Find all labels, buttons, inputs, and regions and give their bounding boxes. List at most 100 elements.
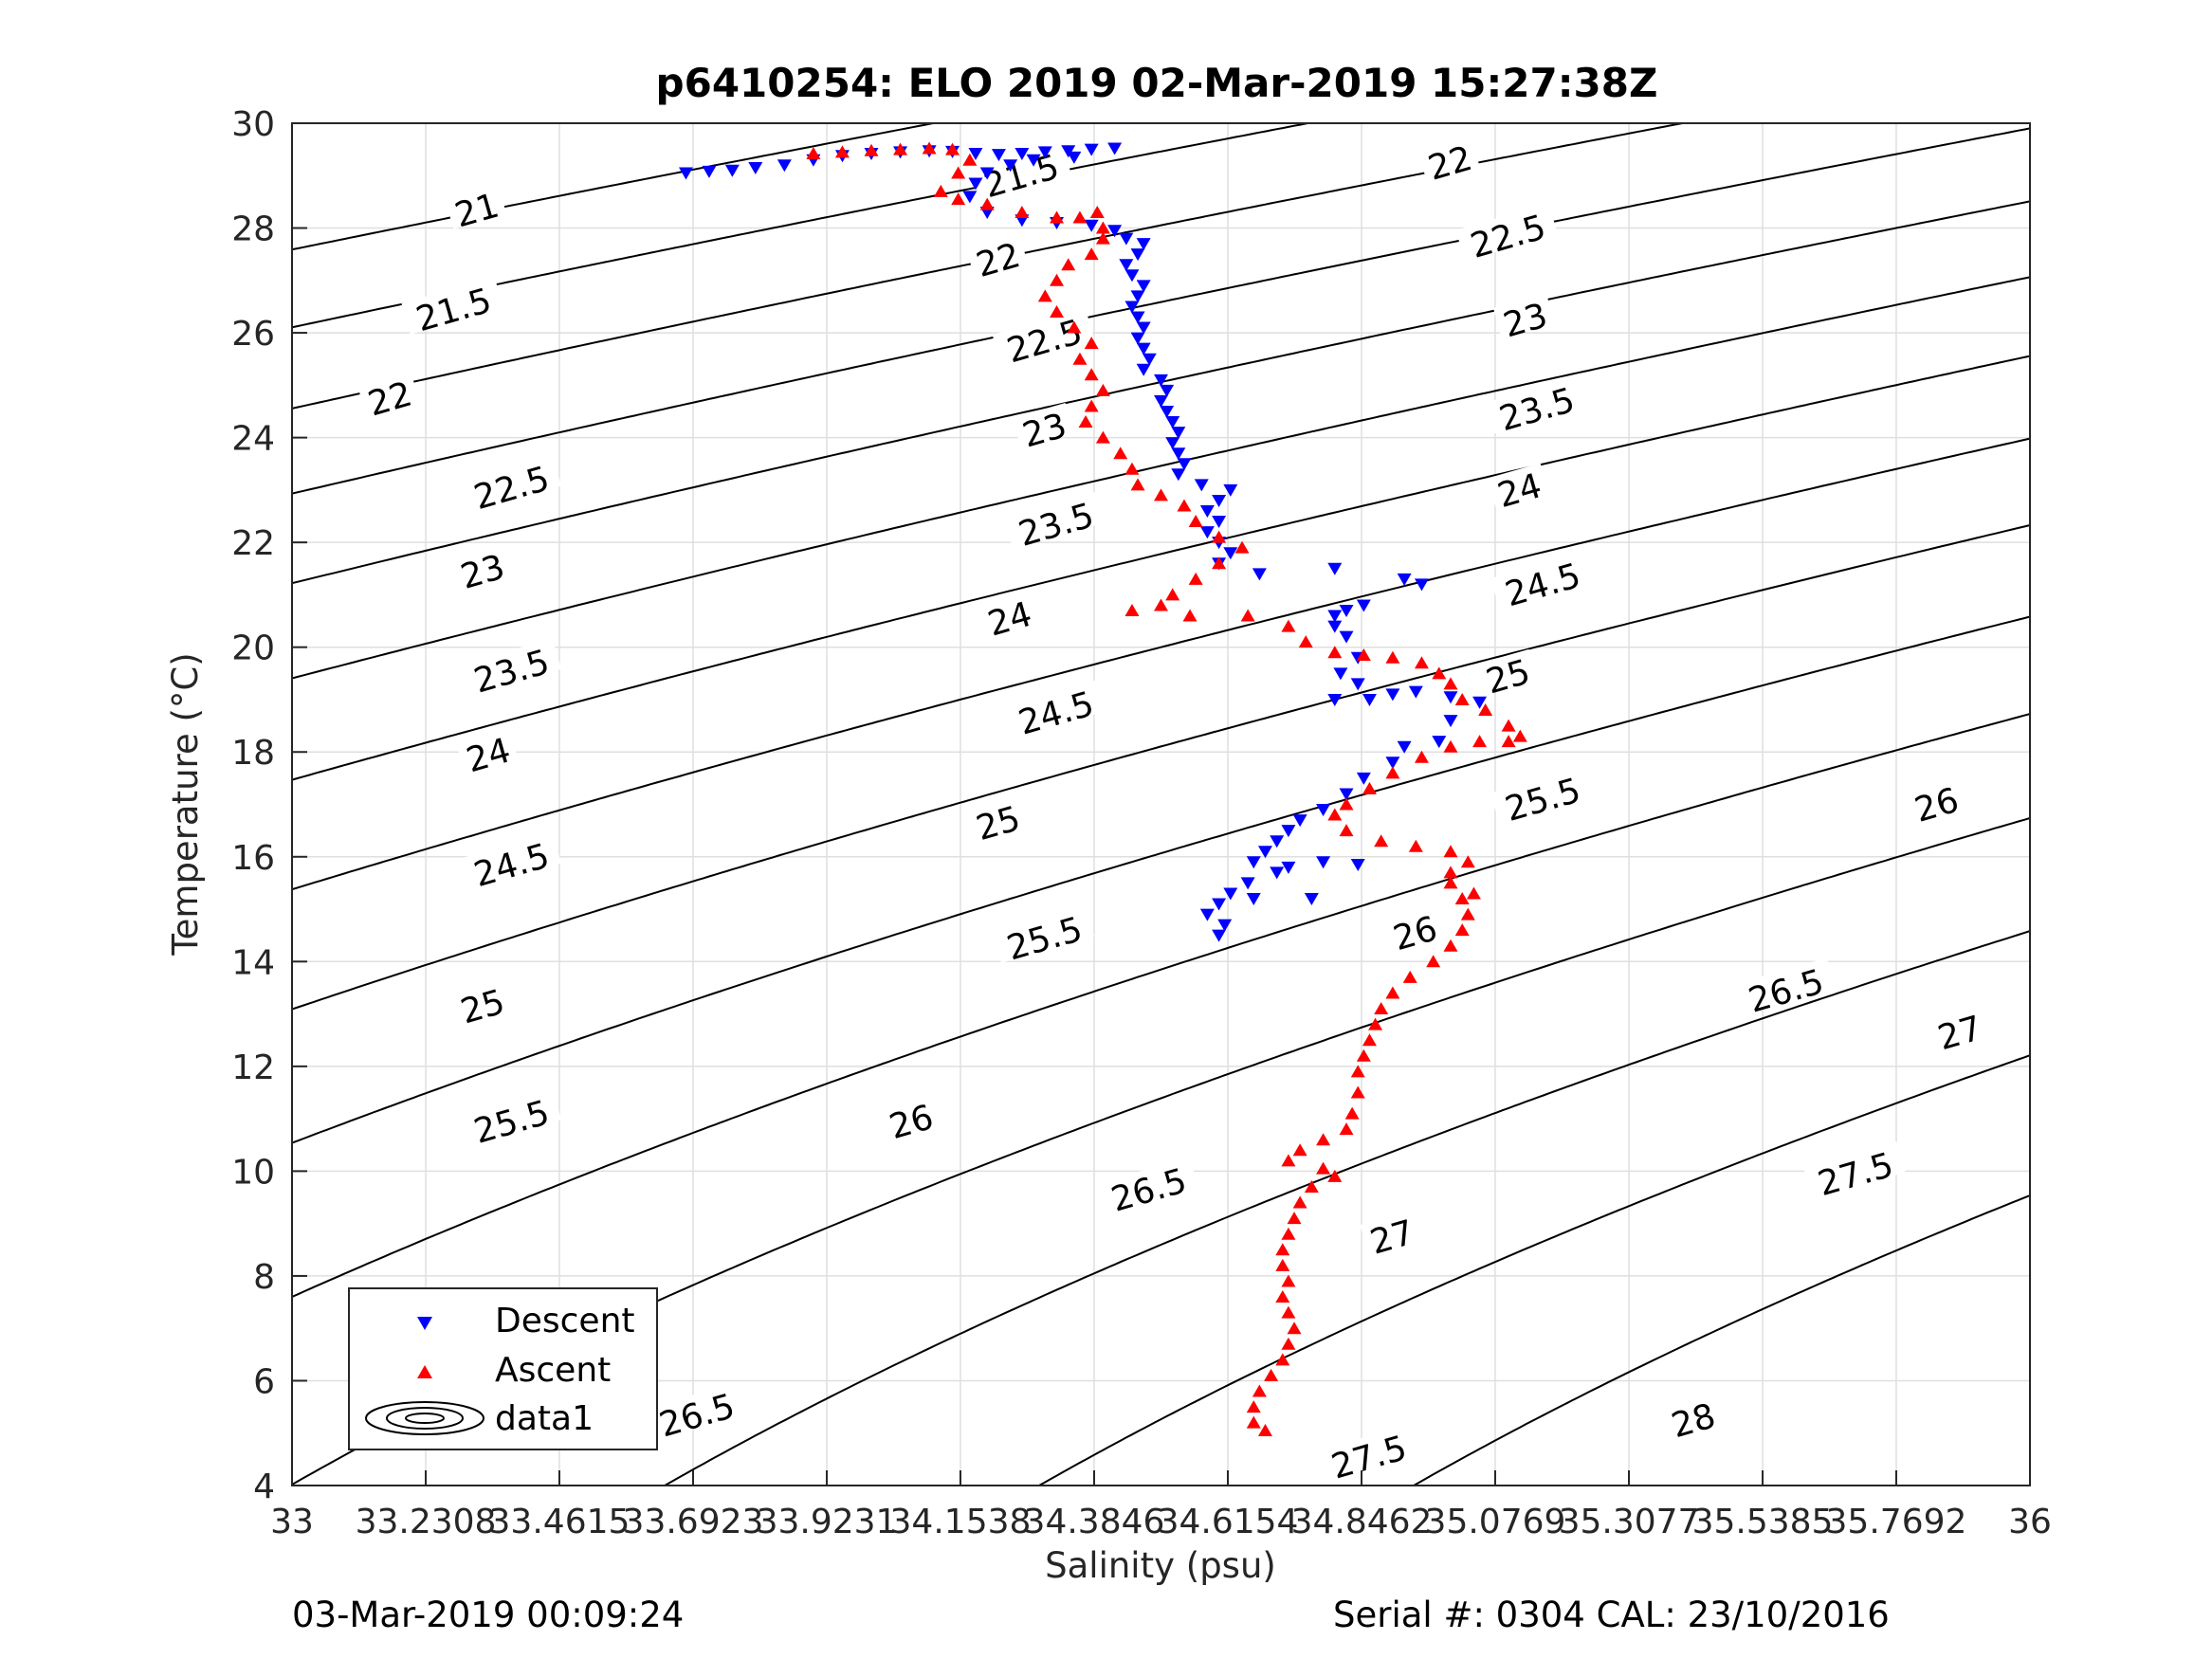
isopycnal-label-bg xyxy=(992,307,1095,366)
descent-marker xyxy=(1246,856,1261,869)
descent-marker xyxy=(1026,154,1041,167)
ascent-marker xyxy=(1402,970,1417,983)
isopycnal-label-bg xyxy=(1003,491,1106,550)
isopycnal-label-bg xyxy=(1382,905,1445,953)
x-tick-label: 34.3846 xyxy=(1024,1503,1165,1541)
ascent-marker xyxy=(1385,650,1400,664)
descent-marker xyxy=(1270,835,1285,848)
isopycnal-label: 23 xyxy=(450,544,513,597)
descent-marker xyxy=(1327,620,1343,633)
ascent-marker xyxy=(1501,735,1516,748)
ascent-marker xyxy=(1472,735,1488,748)
descent-marker xyxy=(1339,605,1354,618)
descent-marker xyxy=(1362,693,1377,706)
isopycnal-label-bg xyxy=(445,182,507,229)
isopycnal-label-bg xyxy=(965,795,1029,843)
ascent-marker xyxy=(1350,1065,1365,1078)
ascent-marker xyxy=(951,166,966,179)
isopycnal-label: 26 xyxy=(1904,777,1966,830)
isopycnal-label-bg xyxy=(1661,1393,1724,1440)
ascent-marker xyxy=(1281,619,1296,632)
descent-marker xyxy=(1327,610,1343,623)
isopycnal-label: 24 xyxy=(1487,463,1549,516)
descent-marker xyxy=(968,177,983,191)
ascent-marker xyxy=(1113,447,1128,460)
isopycnal-line xyxy=(292,713,2030,1298)
legend-ascent-label: Ascent xyxy=(495,1351,611,1390)
ascent-marker xyxy=(1287,1322,1302,1335)
isopycnal-label-bg xyxy=(1316,1424,1419,1483)
isopycnal-label-bg xyxy=(1492,292,1556,339)
ascent-marker xyxy=(1454,891,1470,904)
ascent-marker xyxy=(1478,703,1493,717)
ascent-marker xyxy=(1339,1122,1354,1136)
ascent-marker xyxy=(933,184,948,197)
descent-marker xyxy=(1212,516,1227,529)
footer-timestamp: 03-Mar-2019 00:09:24 xyxy=(292,1595,685,1635)
y-tick-label: 24 xyxy=(231,420,275,459)
isopycnal-label-bg xyxy=(1096,1157,1199,1215)
plot-area xyxy=(292,123,2030,1486)
isopycnal-label-bg xyxy=(459,638,561,696)
isopycnal-label-bg xyxy=(459,454,561,513)
ascent-marker xyxy=(1095,383,1110,396)
descent-marker xyxy=(1165,437,1180,450)
isopycnal-label-bg xyxy=(1490,551,1593,610)
descent-marker xyxy=(1107,225,1123,238)
ascent-marker xyxy=(1212,530,1227,543)
descent-marker xyxy=(748,161,763,174)
isopycnal-label-bg xyxy=(1455,203,1558,262)
ascent-marker xyxy=(1234,540,1250,554)
isopycnal-label-bg xyxy=(1012,403,1074,449)
descent-marker xyxy=(1194,479,1209,492)
isopycnal-label-bg xyxy=(450,544,513,591)
chart-title: p6410254: ELO 2019 02-Mar-2019 15:27:38Z xyxy=(656,60,1658,106)
ascent-marker xyxy=(1443,845,1458,858)
isopycnal-label-bg xyxy=(401,276,503,335)
descent-marker xyxy=(1136,321,1151,335)
ascent-marker xyxy=(1257,1423,1272,1436)
ascent-marker xyxy=(1460,855,1475,868)
descent-marker xyxy=(1333,667,1348,681)
y-tick-label: 16 xyxy=(231,839,275,878)
ascent-marker xyxy=(1061,258,1076,271)
descent-marker xyxy=(1472,696,1488,709)
descent-marker xyxy=(1385,757,1400,770)
descent-marker xyxy=(1327,562,1343,575)
y-axis-label: Temperature (°C) xyxy=(165,652,206,956)
ascent-marker xyxy=(893,142,908,155)
y-tick-label: 28 xyxy=(231,210,275,249)
descent-marker xyxy=(1136,238,1151,251)
legend-contour-icon xyxy=(365,1401,484,1435)
descent-marker xyxy=(1171,447,1186,461)
descent-marker xyxy=(1037,146,1052,159)
descent-marker xyxy=(678,167,693,180)
isopycnal-label-bg xyxy=(978,592,1040,638)
ascent-marker xyxy=(1124,462,1140,475)
footer-serial-cal: Serial #: 0304 CAL: 23/10/2016 xyxy=(1333,1595,1890,1635)
descent-marker xyxy=(979,167,995,180)
y-tick-label: 20 xyxy=(231,629,275,668)
legend-descent-label: Descent xyxy=(495,1302,635,1340)
x-tick-label: 35.5385 xyxy=(1692,1503,1834,1541)
y-tick-label: 8 xyxy=(253,1258,275,1297)
isopycnal-label: 25.5 xyxy=(459,1088,561,1152)
x-tick-label: 33.9231 xyxy=(757,1503,898,1541)
ascent-marker xyxy=(1414,656,1429,669)
ascent-marker xyxy=(834,145,850,158)
x-tick-label: 35.3077 xyxy=(1559,1503,1700,1541)
ascent-marker xyxy=(1165,588,1180,601)
isopycnal-line xyxy=(1037,1054,2030,1486)
descent-marker xyxy=(1061,145,1076,158)
descent-marker xyxy=(1212,898,1227,911)
descent-marker xyxy=(1339,630,1354,644)
ascent-marker xyxy=(1426,955,1441,968)
isopycnal-label-bg xyxy=(1475,648,1538,696)
y-tick-label: 22 xyxy=(231,524,275,563)
y-axis: 4 6 8 10 12 14 16 18 20 22 24 26 28 30 xyxy=(231,105,307,1506)
isopycnal-label-bg xyxy=(357,371,420,418)
ascent-marker xyxy=(1356,1048,1371,1062)
descent-marker xyxy=(1350,678,1365,691)
isopycnal-line xyxy=(292,123,1688,410)
isopycnal-label-bg xyxy=(1484,375,1587,434)
